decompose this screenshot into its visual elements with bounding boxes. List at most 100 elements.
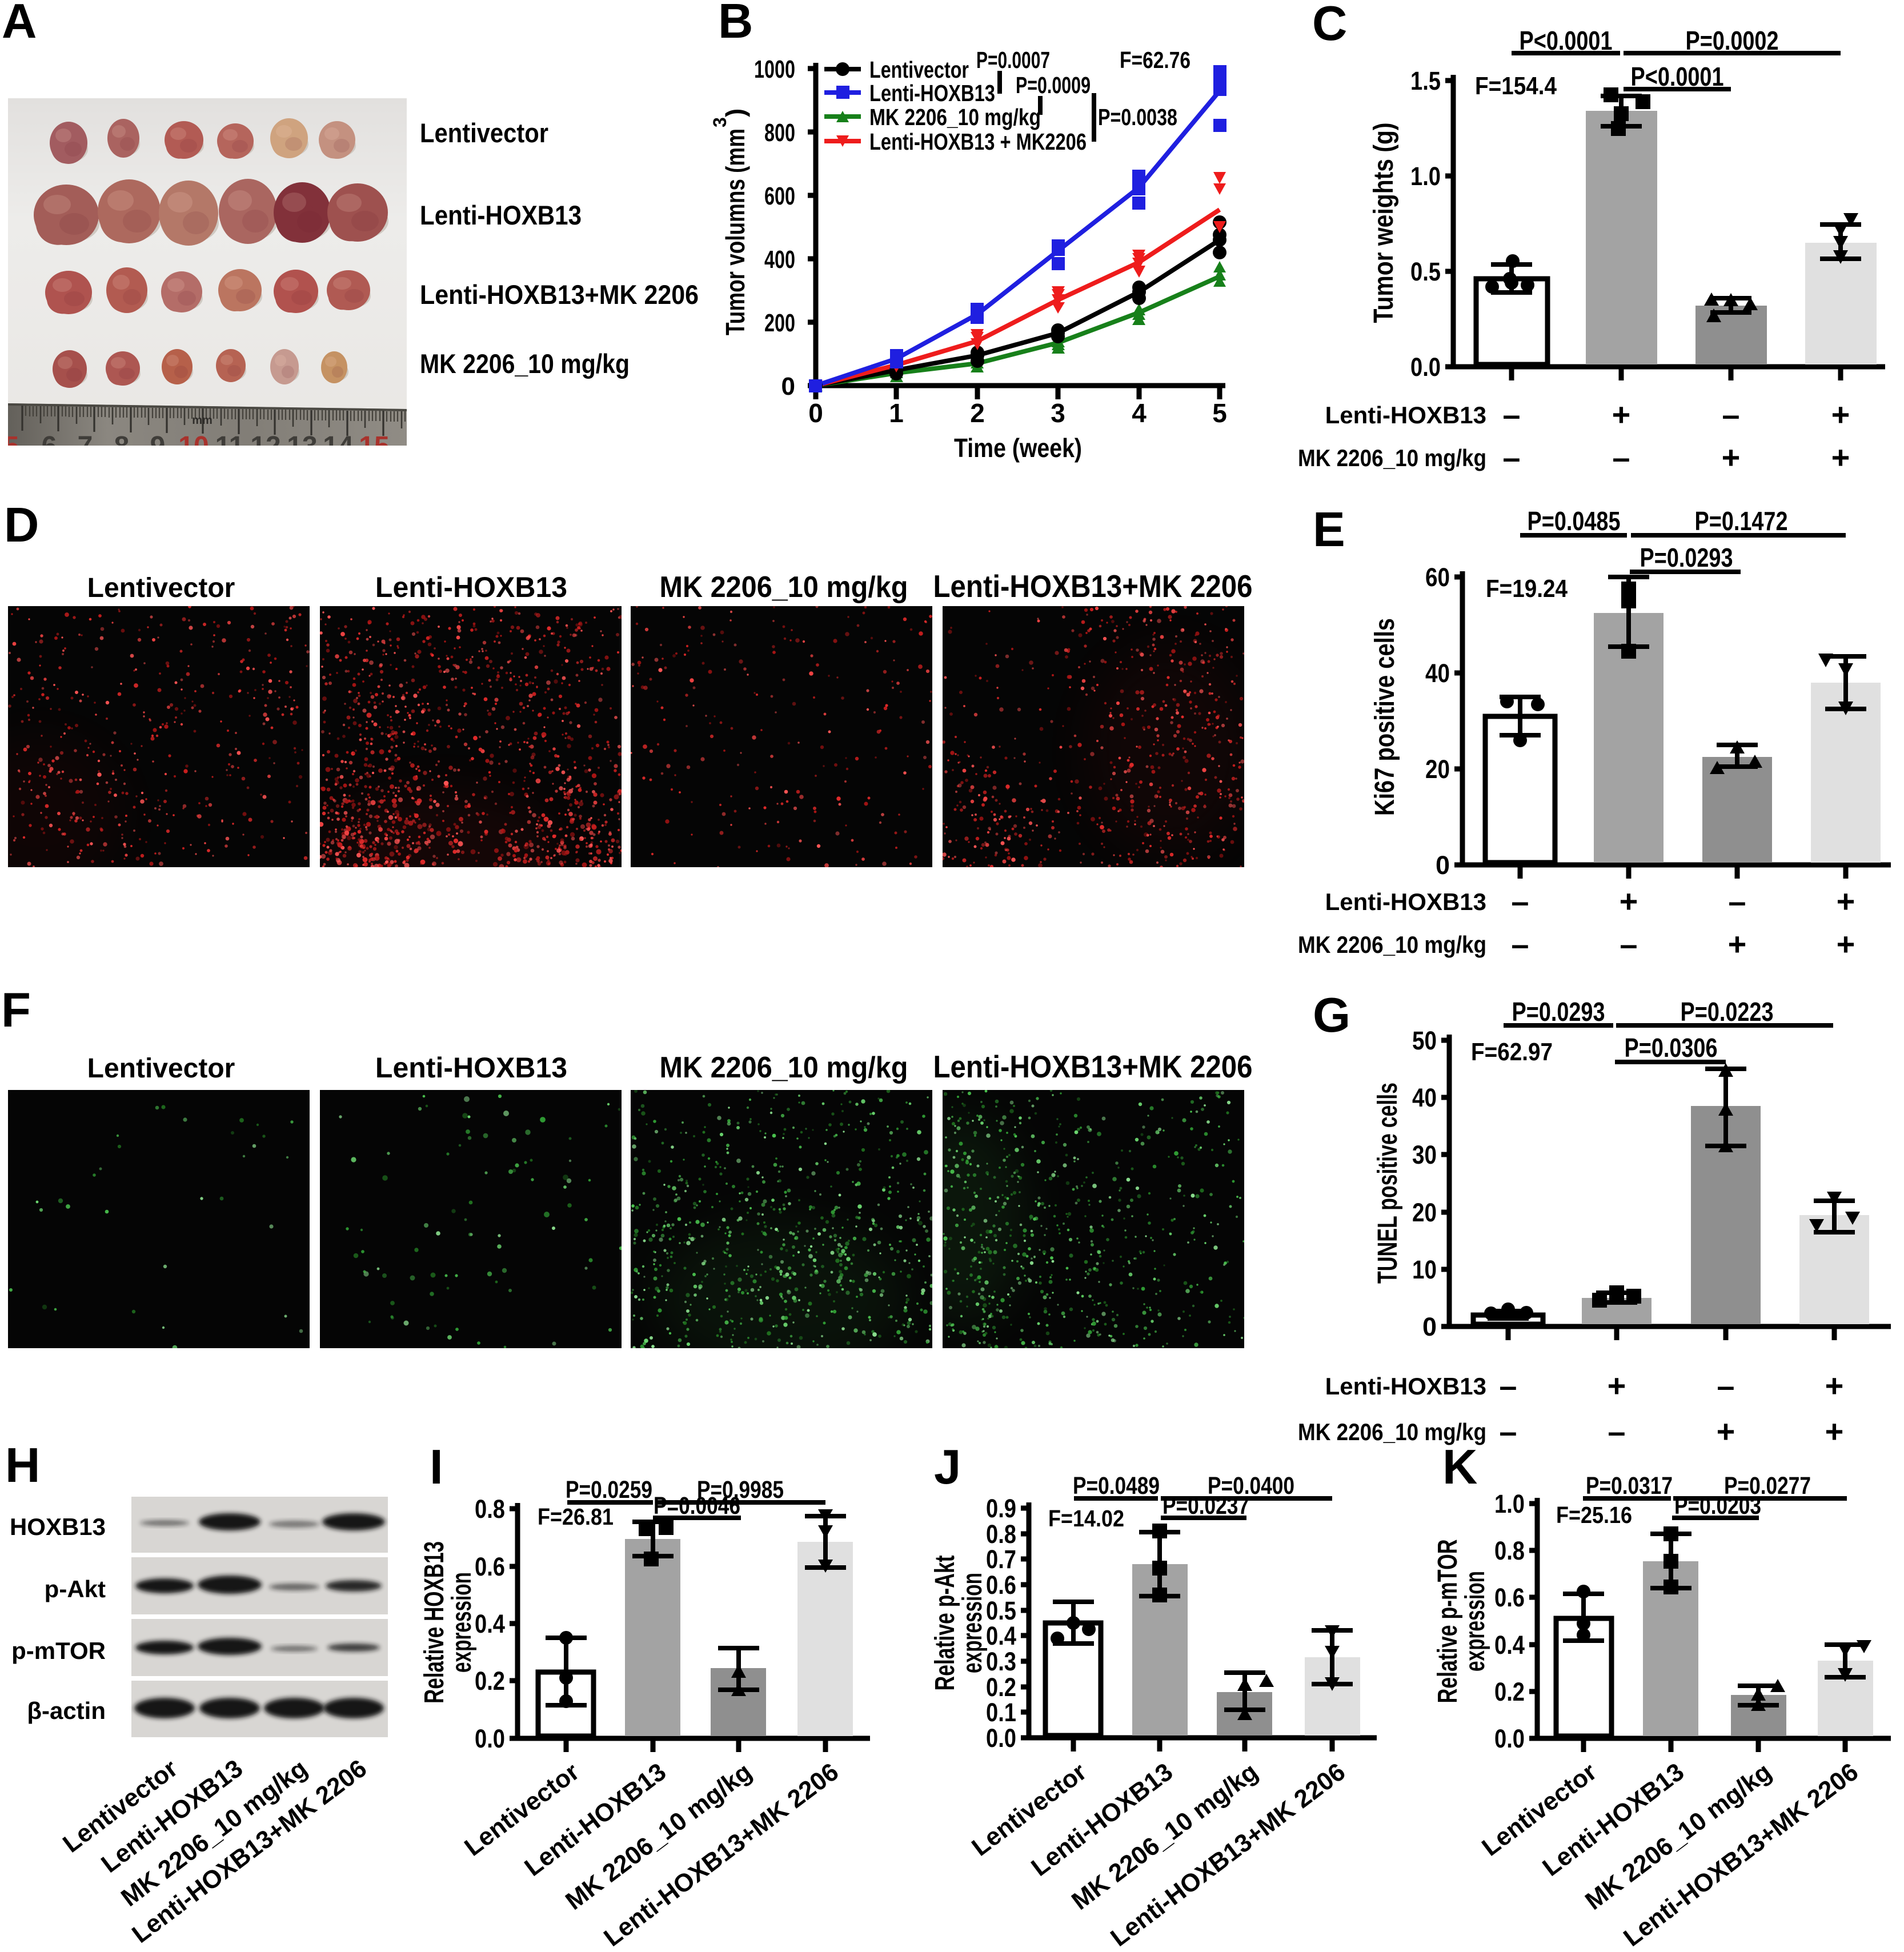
svg-text:–: – <box>1608 1413 1625 1449</box>
svg-text:+: + <box>1612 396 1631 432</box>
svg-text:F=14.02: F=14.02 <box>1048 1505 1124 1532</box>
svg-text:Lenti-HOXB13+MK 2206: Lenti-HOXB13+MK 2206 <box>933 1049 1253 1084</box>
svg-text:0.6: 0.6 <box>475 1552 505 1581</box>
svg-text:11: 11 <box>215 431 244 462</box>
svg-text:0.3: 0.3 <box>986 1647 1016 1676</box>
svg-text:600: 600 <box>764 182 795 210</box>
svg-text:A: A <box>2 0 37 49</box>
svg-text:Lenti-HOXB13+MK 2206: Lenti-HOXB13+MK 2206 <box>420 279 699 310</box>
svg-text:1.0: 1.0 <box>1410 162 1441 191</box>
svg-text:F=62.76: F=62.76 <box>1120 47 1190 73</box>
svg-text:Lenti-HOXB13: Lenti-HOXB13 <box>1325 888 1486 915</box>
svg-text:0.1: 0.1 <box>986 1698 1016 1727</box>
svg-text:P=0.0400: P=0.0400 <box>1208 1472 1294 1500</box>
svg-text:MK 2206_10 mg/kg: MK 2206_10 mg/kg <box>1298 1418 1486 1445</box>
svg-text:P=0.0277: P=0.0277 <box>1724 1472 1811 1500</box>
svg-text:MK 2206_10 mg/kg: MK 2206_10 mg/kg <box>1298 931 1486 958</box>
svg-text:200: 200 <box>764 309 795 337</box>
svg-text:Ki67 positive cells: Ki67 positive cells <box>1370 618 1400 816</box>
svg-text:+: + <box>1831 439 1850 475</box>
svg-text:0.7: 0.7 <box>986 1545 1016 1574</box>
svg-text:Tumor volumns (mm: Tumor volumns (mm <box>720 129 750 335</box>
svg-text:1: 1 <box>889 398 904 428</box>
svg-text:MK 2206_10 mg/kg: MK 2206_10 mg/kg <box>660 1051 908 1084</box>
svg-text:30: 30 <box>1412 1140 1437 1169</box>
svg-text:40: 40 <box>1412 1083 1437 1112</box>
svg-text:0.6: 0.6 <box>1494 1583 1525 1612</box>
svg-text:J: J <box>934 1440 961 1494</box>
svg-text:P=0.0203: P=0.0203 <box>1674 1492 1761 1520</box>
svg-text:0.5: 0.5 <box>986 1596 1016 1625</box>
svg-text:0.9: 0.9 <box>986 1494 1016 1523</box>
svg-text:P=0.0317: P=0.0317 <box>1586 1472 1673 1500</box>
svg-text:expression: expression <box>1460 1571 1490 1672</box>
svg-text:P=0.0046: P=0.0046 <box>654 1492 740 1520</box>
svg-text:MK 2206_10 mg/kg: MK 2206_10 mg/kg <box>1298 444 1486 471</box>
svg-text:Lenti-HOXB13+MK 2206: Lenti-HOXB13+MK 2206 <box>933 568 1253 604</box>
svg-text:13: 13 <box>287 431 317 462</box>
svg-text:+: + <box>1722 439 1741 475</box>
svg-text:0.4: 0.4 <box>1494 1630 1525 1660</box>
svg-text:+: + <box>1837 926 1855 962</box>
svg-text:P=0.0489: P=0.0489 <box>1073 1472 1160 1500</box>
svg-text:15: 15 <box>359 431 389 462</box>
svg-text:Relative p-Akt: Relative p-Akt <box>930 1555 960 1690</box>
svg-text:3: 3 <box>1051 398 1065 428</box>
svg-text:+: + <box>1728 926 1747 962</box>
svg-text:0: 0 <box>781 372 795 400</box>
svg-text:Lenti-HOXB13: Lenti-HOXB13 <box>375 1052 567 1084</box>
svg-text:P<0.0001: P<0.0001 <box>1631 62 1724 91</box>
svg-text:0.8: 0.8 <box>475 1494 505 1524</box>
svg-text:0: 0 <box>1436 851 1450 880</box>
svg-text:0.0: 0.0 <box>1410 352 1441 382</box>
svg-text:+: + <box>1825 1368 1844 1404</box>
svg-text:+: + <box>1831 396 1850 432</box>
svg-text:–: – <box>1502 396 1520 432</box>
svg-text:Lenti-HOXB13: Lenti-HOXB13 <box>420 200 582 230</box>
svg-text:F=62.97: F=62.97 <box>1471 1038 1553 1066</box>
svg-text:60: 60 <box>1425 563 1450 592</box>
svg-text:Lenti-HOXB13: Lenti-HOXB13 <box>375 571 567 603</box>
svg-text:MK 2206_10 mg/kg: MK 2206_10 mg/kg <box>869 104 1041 130</box>
svg-text:C: C <box>1312 0 1347 51</box>
svg-text:+: + <box>1608 1368 1626 1404</box>
svg-text:–: – <box>1499 1413 1517 1449</box>
svg-text:Time (week): Time (week) <box>954 433 1082 463</box>
svg-text:F=19.24: F=19.24 <box>1486 575 1568 603</box>
svg-text:–: – <box>1722 396 1739 432</box>
svg-text:–: – <box>1499 1368 1517 1404</box>
svg-text:+: + <box>1825 1413 1844 1449</box>
svg-text:MK 2206_10 mg/kg: MK 2206_10 mg/kg <box>420 348 630 379</box>
svg-text:expression: expression <box>447 1572 477 1673</box>
svg-text:–: – <box>1620 926 1637 962</box>
svg-text:+: + <box>1717 1413 1735 1449</box>
svg-text:Relative HOXB13: Relative HOXB13 <box>419 1541 450 1704</box>
svg-text:5: 5 <box>1212 398 1227 428</box>
svg-text:0.2: 0.2 <box>1494 1677 1525 1706</box>
svg-text:P<0.0001: P<0.0001 <box>1520 26 1613 55</box>
svg-text:Tumor weights (g): Tumor weights (g) <box>1369 123 1399 323</box>
svg-text:P=0.9985: P=0.9985 <box>697 1476 784 1504</box>
svg-text:G: G <box>1313 988 1350 1043</box>
svg-text:F: F <box>1 983 31 1037</box>
svg-text:0.4: 0.4 <box>986 1621 1016 1650</box>
svg-text:Lentivector: Lentivector <box>420 118 548 148</box>
svg-text:MK 2206_10 mg/kg: MK 2206_10 mg/kg <box>660 571 908 604</box>
svg-text:0.2: 0.2 <box>986 1673 1016 1702</box>
svg-text:F=25.16: F=25.16 <box>1556 1502 1632 1528</box>
svg-text:9: 9 <box>150 431 166 462</box>
svg-text:40: 40 <box>1425 659 1450 688</box>
svg-text:p-Akt: p-Akt <box>45 1576 106 1602</box>
svg-text:0.0: 0.0 <box>1494 1724 1525 1753</box>
svg-text:0.0: 0.0 <box>475 1724 505 1753</box>
svg-text:B: B <box>718 0 753 49</box>
svg-text:20: 20 <box>1425 755 1450 784</box>
svg-text:p-mTOR: p-mTOR <box>11 1637 106 1664</box>
svg-text:400: 400 <box>764 246 795 274</box>
svg-text:): ) <box>720 109 750 117</box>
svg-text:H: H <box>5 1438 40 1493</box>
svg-text:Lenti-HOXB13: Lenti-HOXB13 <box>869 80 995 106</box>
svg-text:D: D <box>4 498 39 552</box>
svg-text:3: 3 <box>710 117 730 127</box>
svg-text:0: 0 <box>808 398 823 428</box>
